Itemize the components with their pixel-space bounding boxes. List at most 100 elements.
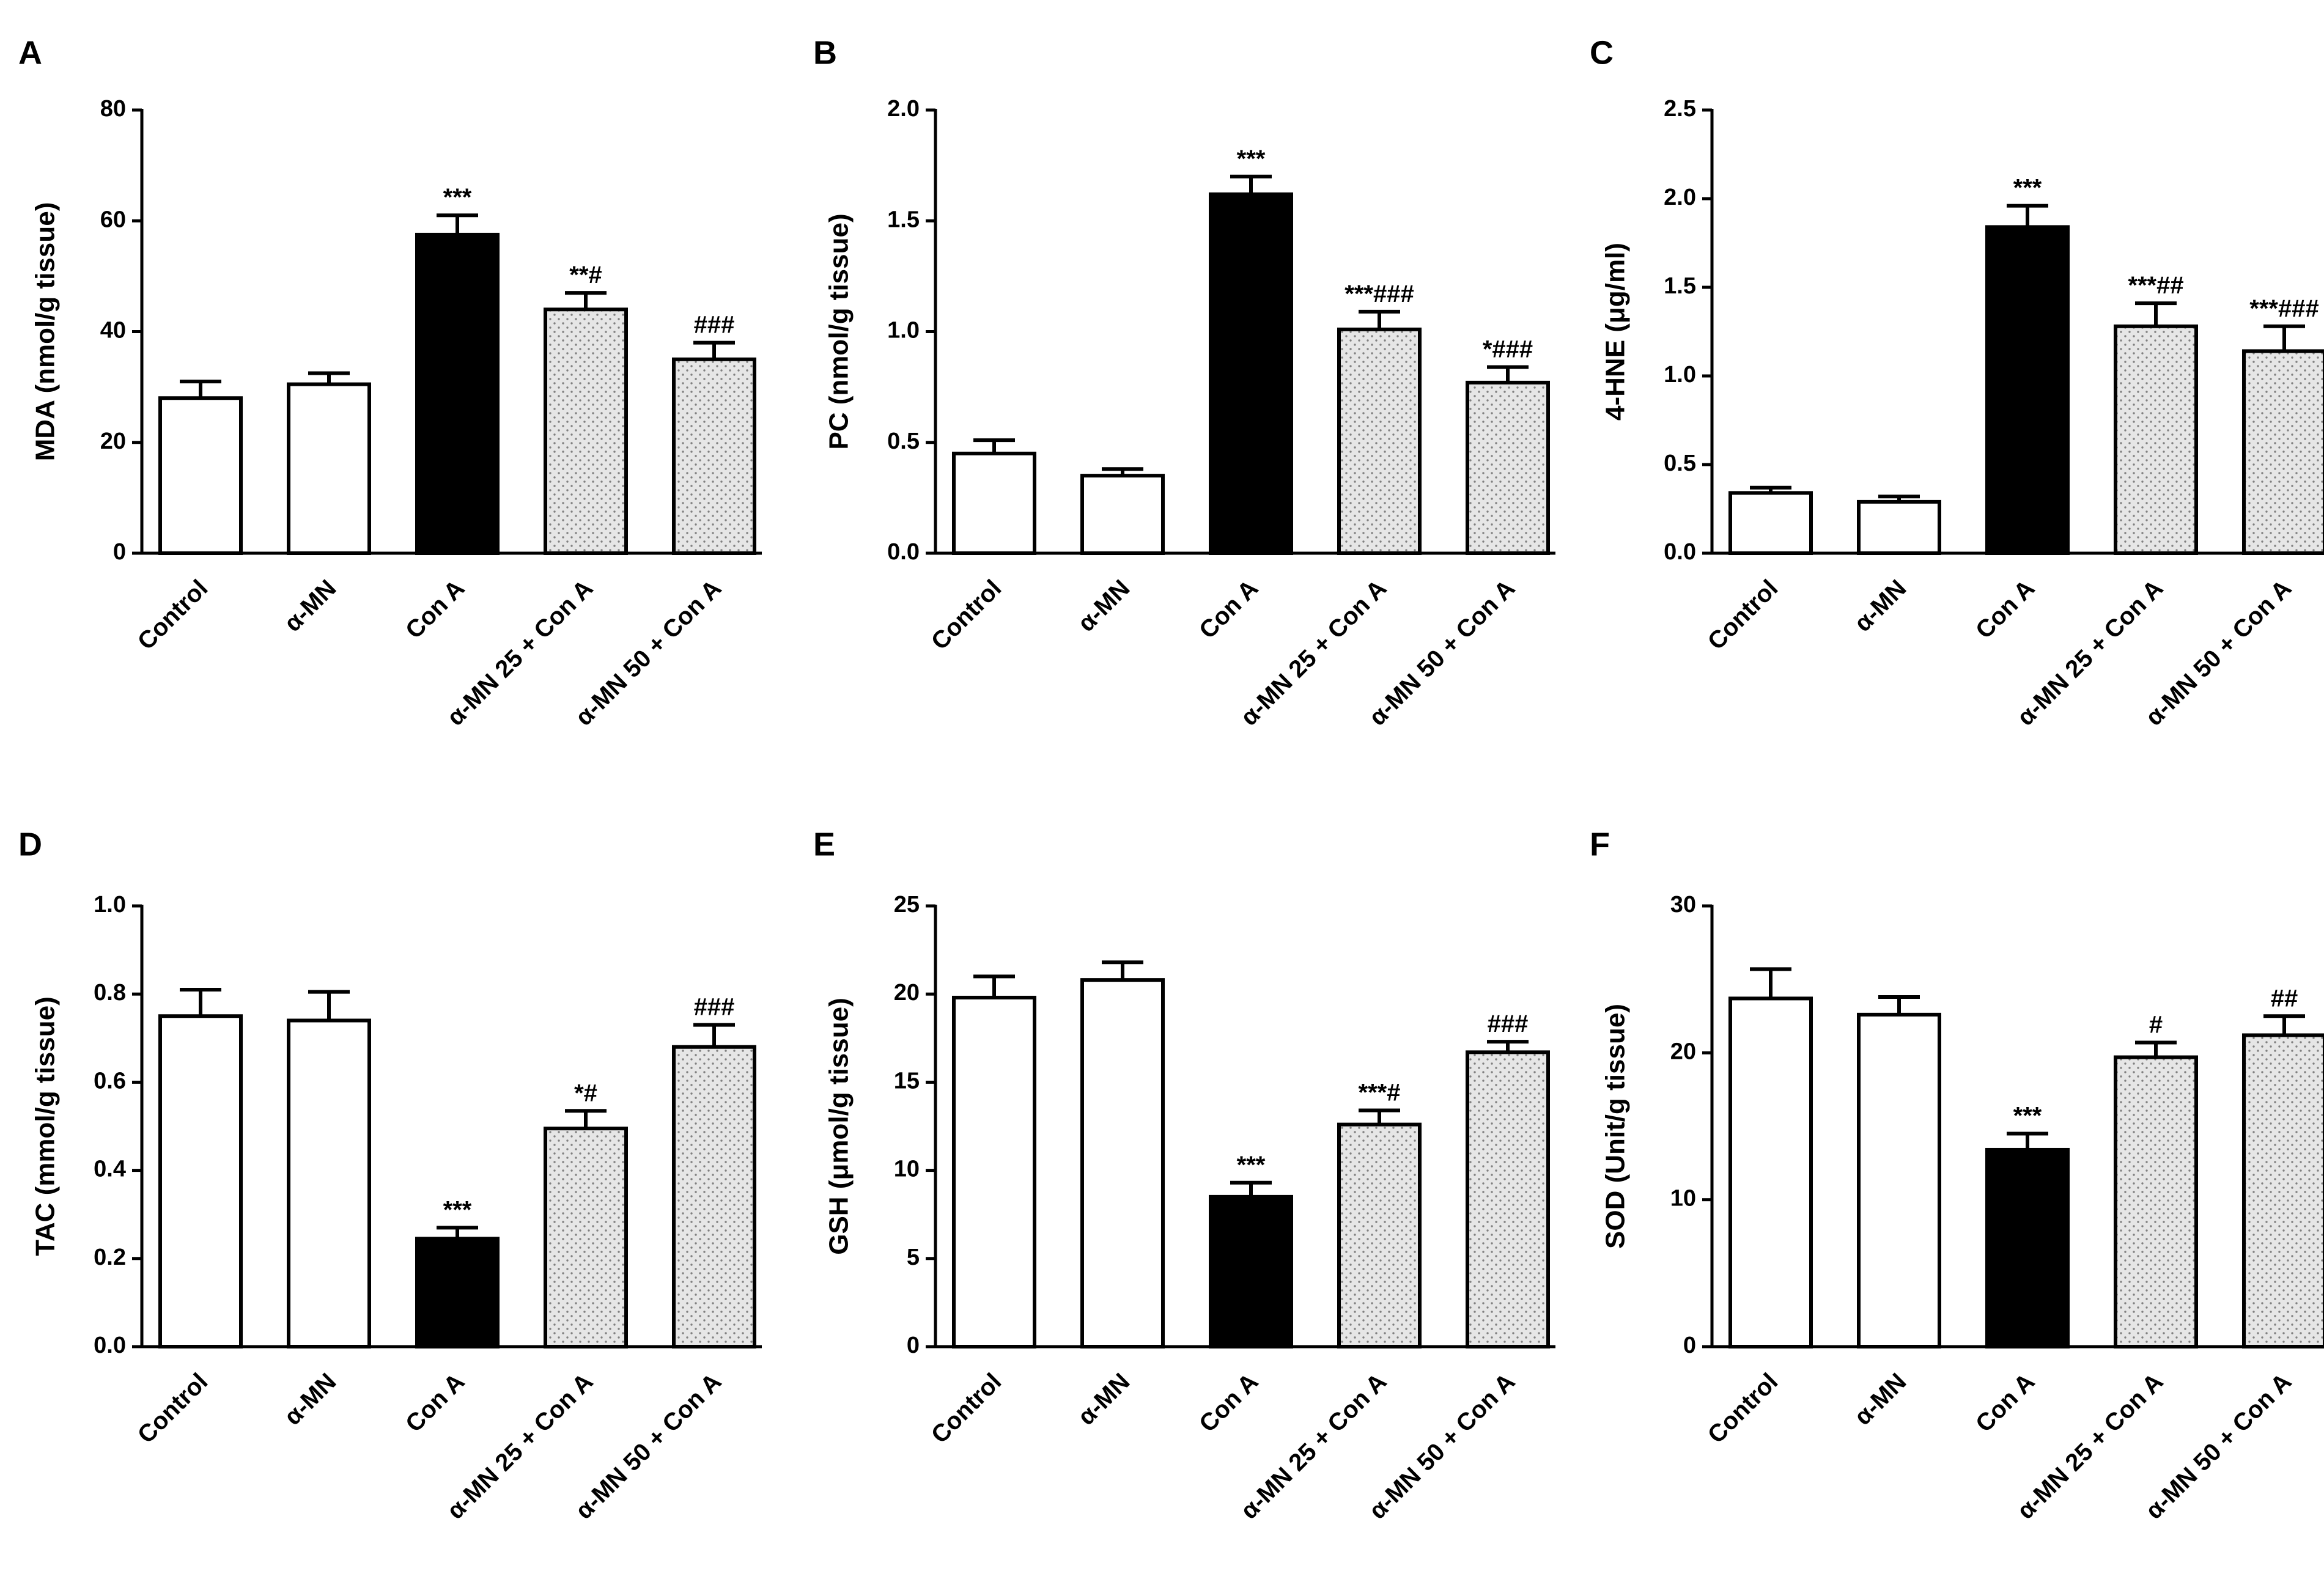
category-label: Control [133, 1368, 213, 1449]
bar-3 [1209, 192, 1293, 555]
y-tick-label: 25 [894, 892, 920, 918]
y-tick-label: 1.5 [1664, 273, 1696, 299]
bar-3 [415, 232, 500, 555]
category-label: Con A [1194, 575, 1263, 644]
y-tick-label: 0.5 [1664, 451, 1696, 476]
significance-label: *** [2013, 1103, 2042, 1130]
bar-1 [1728, 491, 1813, 556]
significance-label: *** [443, 1196, 472, 1223]
panel-letter: E [813, 826, 835, 863]
panel-letter: B [813, 34, 837, 71]
significance-label: ### [694, 312, 735, 339]
y-tick-label: 10 [894, 1157, 920, 1182]
y-tick-label: 0.8 [94, 980, 126, 1006]
bar-4 [2114, 324, 2198, 555]
y-tick-label: 5 [907, 1245, 920, 1270]
y-tick-label: 20 [894, 980, 920, 1006]
category-label: Con A [400, 1368, 470, 1437]
category-label: α-MN [1072, 1368, 1135, 1430]
y-axis-title: PC (nmol/g tissue) [824, 213, 854, 449]
bar-4 [1337, 327, 1422, 555]
y-tick-label: 2.5 [1664, 96, 1696, 122]
y-tick-label: 0.0 [887, 539, 920, 565]
bar-1 [158, 1014, 243, 1348]
panel-letter: A [18, 34, 42, 71]
category-label: Control [926, 1368, 1007, 1449]
significance-label: *** [1237, 1152, 1266, 1179]
y-tick-label: 0 [907, 1333, 920, 1358]
bar-2 [287, 382, 371, 555]
significance-label: *** [443, 184, 472, 211]
y-tick-label: 1.0 [1664, 362, 1696, 388]
bar-5 [1466, 1050, 1550, 1348]
significance-label: ***### [1345, 281, 1414, 307]
significance-label: ***## [2128, 272, 2183, 299]
y-tick-label: 20 [100, 429, 126, 454]
significance-label: ### [1488, 1010, 1529, 1037]
panel-letter: C [1590, 34, 1614, 71]
significance-label: *# [574, 1080, 597, 1106]
y-tick-label: 1.5 [887, 207, 920, 232]
y-axis-title: TAC (mmol/g tissue) [31, 996, 61, 1256]
y-tick-label: 10 [1670, 1186, 1696, 1212]
bar-3 [1985, 225, 2070, 555]
significance-label: # [2149, 1012, 2163, 1039]
chart-panel-b: B 0.0 0.5 1.0 1.5 2.0 PC (nmol/g tissue) Contro… [813, 34, 1555, 731]
category-label: Con A [1971, 575, 2040, 644]
bar-1 [952, 451, 1036, 555]
category-label: α-MN [279, 575, 341, 637]
category-label: Control [1703, 1368, 1784, 1449]
y-tick-label: 0.6 [94, 1068, 126, 1094]
bar-5 [2242, 349, 2324, 556]
y-tick-label: 0.0 [1664, 539, 1696, 565]
significance-label: ## [2271, 985, 2298, 1012]
chart-panel-a: A 0 20 40 60 80 MDA (nmol/g tissue) Control α-MN… [18, 34, 762, 731]
category-label: α-MN [1072, 575, 1135, 637]
chart-panel-e: E 0 5 10 15 20 25 GSH (μmol/g tissue) Control α-M… [813, 826, 1555, 1525]
panel-letter: F [1590, 826, 1610, 863]
bar-5 [2242, 1033, 2324, 1348]
chart-panel-f: F 0 10 20 30 SOD (Unit/g tissue) Control α-MN **… [1590, 826, 2324, 1525]
category-label: Control [926, 575, 1007, 655]
bar-3 [415, 1237, 500, 1348]
significance-label: *** [2013, 175, 2042, 202]
significance-label: ***### [2249, 295, 2318, 322]
y-axis-title: SOD (Unit/g tissue) [1601, 1004, 1631, 1249]
category-label: Con A [1194, 1368, 1263, 1437]
category-label: Control [133, 575, 213, 655]
bar-4 [544, 307, 628, 555]
bar-4 [544, 1127, 628, 1348]
y-tick-label: 1.0 [94, 892, 126, 918]
y-axis-title: MDA (nmol/g tissue) [31, 202, 61, 462]
y-tick-label: 30 [1670, 892, 1696, 918]
category-label: α-MN [1849, 1368, 1911, 1430]
bar-2 [287, 1018, 371, 1348]
y-tick-label: 0 [1683, 1333, 1696, 1358]
significance-label: ### [694, 994, 735, 1021]
y-tick-label: 0.4 [94, 1157, 126, 1182]
bar-4 [1337, 1122, 1422, 1348]
panels-container: A 0 20 40 60 80 MDA (nmol/g tissue) Control α-MN… [18, 34, 2324, 1525]
bar-1 [158, 396, 243, 555]
significance-label: ***# [1359, 1080, 1401, 1106]
y-tick-label: 2.0 [887, 96, 920, 122]
bar-5 [1466, 380, 1550, 555]
bar-2 [1080, 978, 1165, 1349]
y-tick-label: 0.5 [887, 429, 920, 454]
bar-2 [1857, 499, 1941, 556]
bar-2 [1080, 474, 1165, 555]
bar-3 [1985, 1147, 2070, 1349]
significance-label: **# [569, 262, 602, 289]
y-tick-label: 60 [100, 207, 126, 232]
bar-3 [1209, 1194, 1293, 1348]
y-tick-label: 40 [100, 318, 126, 344]
bar-5 [672, 357, 756, 555]
y-tick-label: 1.0 [887, 318, 920, 344]
y-tick-label: 0.2 [94, 1245, 126, 1270]
significance-label: *** [1237, 145, 1266, 172]
category-label: α-MN [279, 1368, 341, 1430]
category-label: Control [1703, 575, 1784, 655]
y-tick-label: 15 [894, 1068, 920, 1094]
bar-5 [672, 1045, 756, 1348]
bar-2 [1857, 1012, 1941, 1348]
